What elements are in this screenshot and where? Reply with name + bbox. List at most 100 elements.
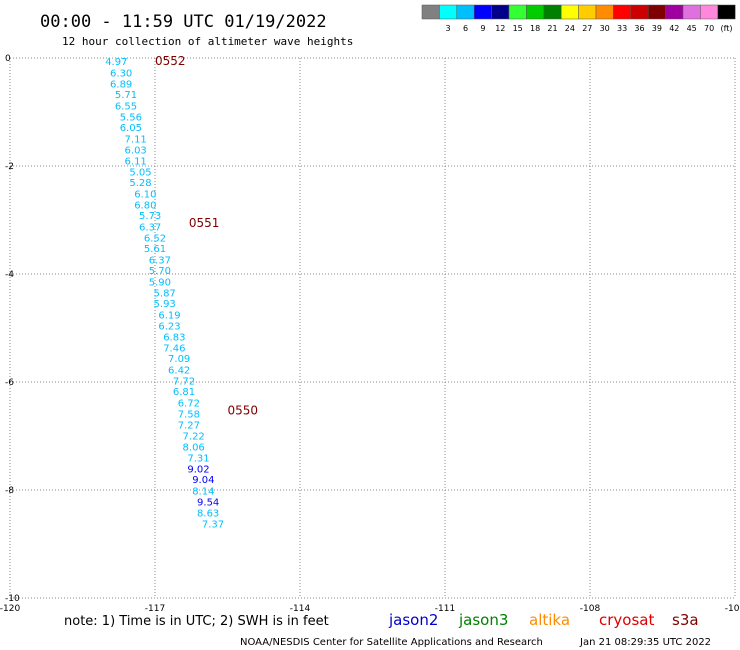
satellite-name: altika <box>529 611 570 629</box>
x-tick-label: -108 <box>580 604 601 614</box>
satellite-name: jason3 <box>458 611 508 629</box>
legend-swatch <box>578 4 597 20</box>
wave-height-label: 7.11 <box>125 134 147 145</box>
satellite-name: cryosat <box>599 611 654 629</box>
wave-height-label: 7.27 <box>178 421 200 432</box>
legend-label: 6 <box>463 24 468 33</box>
wave-height-label: 7.58 <box>178 409 200 420</box>
legend-swatch <box>717 4 736 20</box>
wave-height-label: 6.83 <box>163 333 185 344</box>
plot-grid <box>9 57 736 599</box>
wave-height-label: 7.09 <box>168 354 190 365</box>
legend-label: 27 <box>582 24 592 33</box>
chart-subtitle: 12 hour collection of altimeter wave hei… <box>62 35 353 48</box>
legend-label: 9 <box>480 24 485 33</box>
wave-height-label: 6.03 <box>125 145 147 156</box>
legend-swatch <box>421 4 440 20</box>
legend-label: 21 <box>547 24 557 33</box>
legend-label: 45 <box>687 24 697 33</box>
legend-label: 18 <box>530 24 540 33</box>
legend-label: 24 <box>565 24 575 33</box>
color-legend: 3 6 9 12 15 18 21 24 27 30 33 36 39 42 45 70 (ft) <box>421 4 736 33</box>
wave-height-label: 5.28 <box>129 178 151 189</box>
wave-height-label: 6.52 <box>144 233 166 244</box>
wave-height-label: 6.42 <box>168 366 190 377</box>
wave-height-label: 7.46 <box>163 343 185 354</box>
x-axis-ticks: -120 -117 -114 -111 -108 -105 <box>0 604 740 614</box>
legend-label: 3 <box>446 24 451 33</box>
wave-height-label: 5.05 <box>129 167 151 178</box>
legend-label: (ft) <box>720 24 732 33</box>
wave-height-label: 5.61 <box>144 244 166 255</box>
legend-label: 42 <box>669 24 679 33</box>
legend-label: 36 <box>634 24 644 33</box>
time-annotation: 0550 <box>228 404 259 418</box>
wave-height-label: 8.06 <box>183 442 205 453</box>
x-tick-label: -111 <box>435 604 455 614</box>
satellite-name: s3a <box>672 611 699 629</box>
x-tick-label: -105 <box>725 604 740 614</box>
legend-swatch <box>630 4 649 20</box>
wave-height-label: 6.23 <box>158 321 180 332</box>
wave-height-label: 7.22 <box>183 431 205 442</box>
legend-swatch <box>491 4 510 20</box>
y-tick-label: 0 <box>5 54 11 64</box>
wave-height-label: 6.05 <box>120 123 142 134</box>
wave-height-label: 6.30 <box>110 69 132 80</box>
wave-height-label: 9.04 <box>192 475 214 486</box>
wave-height-label: 6.37 <box>139 222 161 233</box>
legend-label: 70 <box>704 24 714 33</box>
wave-height-label: 6.19 <box>158 311 180 322</box>
legend-swatch <box>700 4 719 20</box>
wave-height-label: 8.63 <box>197 509 219 520</box>
y-axis-ticks: 0 -2 -4 -6 -8 -10 <box>5 54 20 604</box>
satellite-name: jason2 <box>388 611 438 629</box>
legend-swatch <box>526 4 545 20</box>
wave-height-label: 7.37 <box>202 519 224 530</box>
wave-height-label: 4.97 <box>105 57 127 68</box>
legend-swatch <box>647 4 666 20</box>
time-annotations: 0552 0551 0550 <box>155 54 258 417</box>
wave-height-label: 6.80 <box>134 200 156 211</box>
generation-timestamp: Jan 21 08:29:35 UTC 2022 <box>579 637 711 648</box>
wave-height-label: 5.87 <box>154 288 176 299</box>
wave-height-label: 9.02 <box>187 464 209 475</box>
legend-label: 33 <box>617 24 627 33</box>
credit-text: NOAA/NESDIS Center for Satellite Applica… <box>240 637 543 648</box>
wave-height-label: 7.72 <box>173 376 195 387</box>
legend-swatch <box>439 4 458 20</box>
x-tick-label: -120 <box>0 604 20 614</box>
legend-swatch <box>613 4 632 20</box>
legend-swatch <box>560 4 579 20</box>
footer-note: note: 1) Time is in UTC; 2) SWH is in fe… <box>64 614 329 629</box>
wave-height-label: 6.55 <box>115 102 137 113</box>
y-tick-label: -2 <box>5 162 14 172</box>
legend-swatch <box>595 4 614 20</box>
time-annotation: 0551 <box>189 216 220 230</box>
wave-height-label: 6.72 <box>178 399 200 410</box>
legend-swatch <box>665 4 684 20</box>
wave-height-label: 5.93 <box>154 299 176 310</box>
time-annotation: 0552 <box>155 54 186 68</box>
legend-label: 12 <box>495 24 505 33</box>
x-tick-label: -117 <box>145 604 165 614</box>
y-tick-label: -4 <box>5 270 14 280</box>
legend-swatch <box>473 4 492 20</box>
wave-height-label: 9.54 <box>197 497 219 508</box>
legend-swatch <box>508 4 527 20</box>
satellite-legend: jason2 jason3 altika cryosat s3a <box>388 611 699 629</box>
wave-height-label: 5.70 <box>149 266 171 277</box>
wave-height-label: 5.71 <box>115 90 137 101</box>
wave-height-label: 6.10 <box>134 190 156 201</box>
wave-height-label: 5.90 <box>149 278 171 289</box>
legend-label: 30 <box>600 24 610 33</box>
legend-swatch <box>543 4 562 20</box>
y-tick-label: -8 <box>5 486 14 496</box>
wave-height-label: 6.37 <box>149 255 171 266</box>
chart-title: 00:00 - 11:59 UTC 01/19/2022 <box>40 12 327 32</box>
wave-height-label: 5.56 <box>120 112 142 123</box>
y-tick-label: -6 <box>5 378 14 388</box>
wave-height-label: 7.31 <box>187 454 209 465</box>
y-tick-label: -10 <box>5 594 20 604</box>
